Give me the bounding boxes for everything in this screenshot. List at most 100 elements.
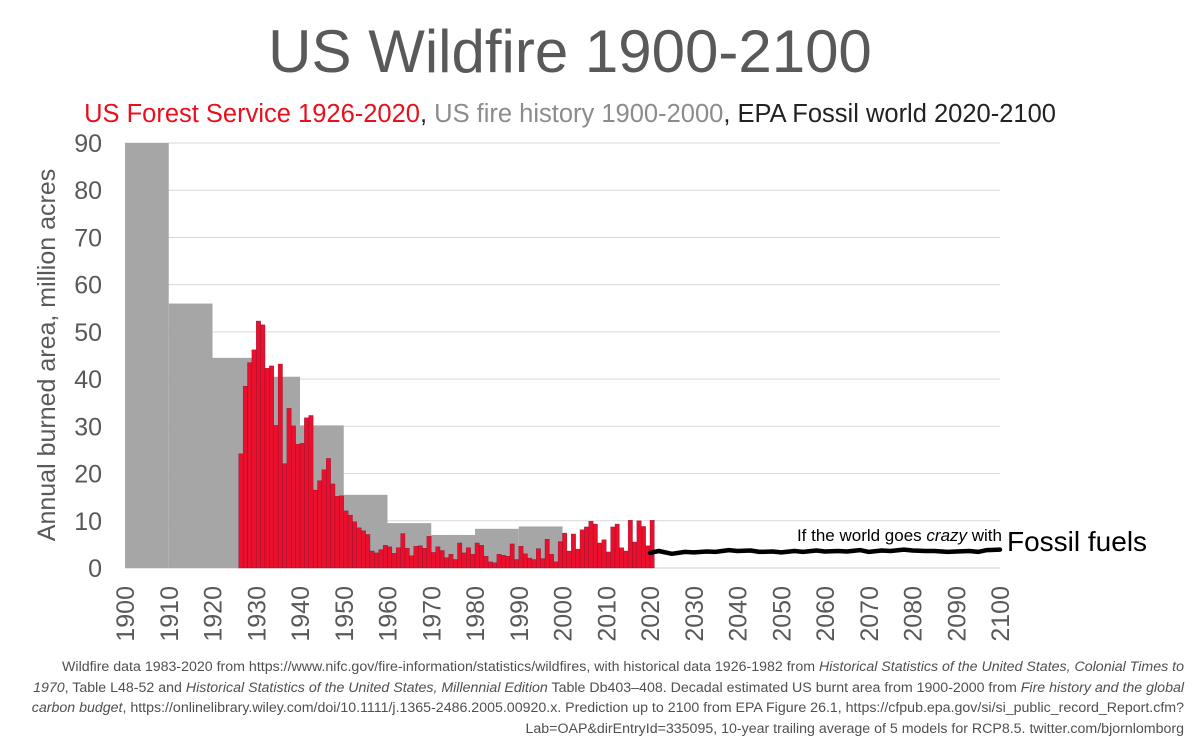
- forest-service-bar: [431, 552, 436, 569]
- x-tick-label: 1980: [462, 586, 490, 642]
- chart-title: US Wildfire 1900-2100: [268, 18, 872, 85]
- forest-service-bar: [330, 483, 336, 569]
- footnote-source-title: Historical Statistics of the United Stat…: [33, 659, 1184, 696]
- forest-service-bar: [549, 554, 554, 569]
- x-tick-label: 1950: [331, 586, 359, 642]
- forest-service-bar: [579, 529, 585, 569]
- forest-service-bar: [439, 550, 445, 569]
- forest-service-bar: [404, 547, 410, 569]
- forest-service-bar: [387, 546, 393, 569]
- forest-service-bar: [299, 443, 305, 569]
- footnote-text: , Table L48-52 and: [64, 679, 186, 696]
- forest-service-bar: [374, 552, 379, 569]
- forest-service-bar: [614, 523, 620, 569]
- subtitle-segment: ,: [420, 100, 434, 128]
- forest-service-bar: [444, 557, 449, 569]
- forest-service-bar: [496, 554, 502, 569]
- forest-service-bar: [566, 550, 572, 569]
- source-footnote: Wildfire data 1983-2020 from https://www…: [30, 657, 1184, 739]
- forest-service-bar: [352, 521, 358, 569]
- forest-service-bar: [308, 415, 314, 569]
- forest-service-bar: [540, 558, 546, 569]
- x-tick-label: 1910: [156, 586, 184, 642]
- forest-service-bar: [575, 548, 581, 569]
- x-tick-label: 2050: [768, 586, 796, 642]
- x-tick-label: 2060: [812, 586, 840, 642]
- forest-service-bar: [365, 534, 371, 569]
- x-tick-label: 1930: [243, 586, 271, 642]
- y-tick-label: 80: [74, 177, 102, 205]
- x-tick-label: 2070: [856, 586, 884, 642]
- forest-service-bar: [317, 480, 323, 569]
- forest-service-bar: [474, 542, 480, 569]
- forest-service-bar: [544, 539, 550, 569]
- forest-service-bar: [487, 561, 493, 569]
- forest-service-bar: [409, 555, 414, 569]
- x-tick-label: 2030: [681, 586, 709, 642]
- history-bar: [125, 143, 169, 568]
- forest-service-bar: [347, 514, 353, 569]
- x-tick-label: 2010: [593, 586, 621, 642]
- forest-service-bar: [452, 559, 458, 569]
- forest-service-bar: [649, 520, 655, 569]
- forest-service-bar: [606, 551, 611, 569]
- forest-service-bar: [522, 553, 528, 569]
- y-tick-label: 70: [74, 224, 102, 252]
- y-axis-ticks: 0 10 20 30 40 50 60 70 80 90: [74, 130, 102, 583]
- y-tick-label: 10: [74, 508, 102, 536]
- x-tick-label: 1960: [375, 586, 403, 642]
- forest-service-bar: [426, 536, 432, 569]
- y-tick-label: 30: [74, 413, 102, 441]
- forest-service-bar: [492, 562, 498, 569]
- forest-service-bar: [260, 324, 266, 569]
- x-tick-label: 2040: [725, 586, 753, 642]
- forest-service-bar: [588, 521, 594, 569]
- forest-service-bar: [627, 520, 633, 569]
- forest-service-bar: [536, 548, 541, 569]
- forest-service-bar: [277, 363, 283, 569]
- x-tick-label: 2100: [987, 586, 1015, 642]
- forest-service-bar: [238, 453, 244, 569]
- history-bar: [168, 303, 213, 568]
- x-tick-label: 2020: [637, 586, 665, 642]
- forest-service-bar: [378, 549, 384, 569]
- forest-service-bar: [334, 496, 340, 569]
- forest-service-bar: [343, 510, 349, 569]
- y-tick-label: 90: [74, 130, 102, 158]
- forest-service-bar: [291, 425, 296, 569]
- forest-service-bar: [247, 362, 253, 569]
- forest-service-bar: [557, 541, 563, 569]
- x-tick-label: 2090: [943, 586, 971, 642]
- forest-service-bar: [396, 547, 401, 569]
- y-tick-label: 0: [88, 555, 102, 583]
- forest-service-bar: [645, 545, 651, 569]
- forest-service-bar: [584, 526, 589, 569]
- forest-service-bar: [435, 546, 441, 569]
- y-tick-label: 50: [74, 319, 102, 347]
- footnote-text: , https://onlinelibrary.wiley.com/doi/10…: [122, 700, 1184, 737]
- footnote-text: Wildfire data 1983-2020 from https://www…: [62, 659, 820, 675]
- forest-service-bar: [509, 543, 515, 569]
- subtitle-segment: , EPA Fossil world 2020-2100: [723, 100, 1056, 128]
- forest-service-bar: [356, 527, 362, 569]
- forest-service-bar: [610, 526, 616, 569]
- forest-service-bar: [632, 541, 638, 569]
- forest-service-bar: [417, 545, 423, 569]
- forest-service-bar: [571, 533, 576, 569]
- forest-service-bar: [527, 557, 533, 569]
- x-axis-ticks: 1900 1910 1920 1930 1940 1950 1960 1970 1980 1990…: [112, 586, 1015, 642]
- chart-subtitle: US Forest Service 1926-2020, US fire his…: [84, 100, 1056, 128]
- annotation-emphasis: crazy: [926, 526, 968, 545]
- forest-service-bar: [531, 559, 537, 569]
- subtitle-segment: US fire history 1900-2000: [434, 100, 723, 128]
- forest-service-bar: [286, 408, 292, 569]
- forest-service-bar: [461, 552, 467, 569]
- forest-service-series: [238, 320, 655, 569]
- forest-service-bar: [413, 546, 419, 569]
- forest-service-bar: [592, 523, 598, 569]
- x-tick-label: 2000: [550, 586, 578, 642]
- forest-service-bar: [562, 532, 568, 569]
- forest-service-bar: [422, 547, 428, 569]
- forest-service-bar: [321, 469, 327, 569]
